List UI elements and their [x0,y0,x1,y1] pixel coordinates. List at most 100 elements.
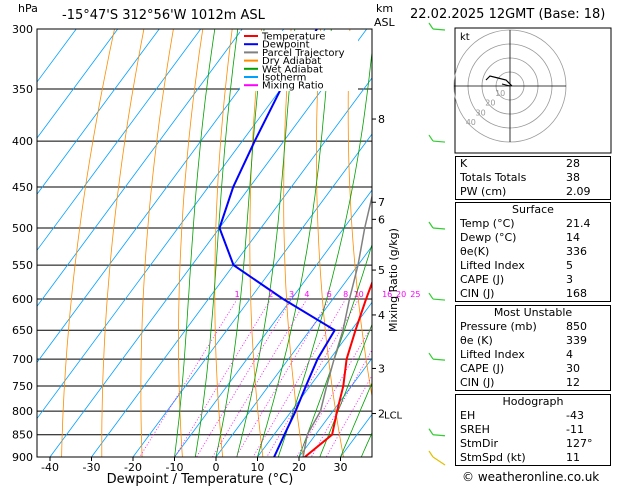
pw-row: PW (cm) 2.09 [460,185,591,198]
wind-barbs [428,22,446,466]
pressure-tick-label: 750 [12,380,33,393]
k-index-row: K 28 [460,157,580,170]
legend-label: Mixing Ratio [262,81,324,92]
most-unstable-title: Most Unstable [493,306,573,319]
mixing-ratio-line-4 [212,298,308,457]
indices-table: K 28 Totals Totals 38 PW (cm) 2.09 [455,156,611,200]
mixing-ratio-label: 16 [382,290,392,299]
legend-label: Temperature [261,32,325,43]
wet-adiabat-30 [340,381,372,457]
wind-barb-flag [428,134,434,142]
pressure-tick-label: 800 [12,405,33,418]
pressure-tick-label: 900 [12,451,33,464]
km-tick-label: 5 [378,264,385,277]
mixing-ratio-line-25 [325,374,372,457]
wet-adiabat-5 [236,29,296,457]
dry-adiabat-30 [283,29,304,457]
hodograph-ring-label: 40 [466,118,476,127]
isotherm--70 [37,29,243,307]
isotherm--40 [49,29,368,457]
location-title: -15°47'S 312°56'W 1012m ASL [62,8,265,23]
wind-barb-flag [428,292,434,300]
hodograph-ring-label: 20 [485,99,495,108]
pressure-tick-label: 450 [12,181,33,194]
pressure-tick-label: 350 [12,83,33,96]
mixing-ratio-label: 1 [235,290,240,299]
dry-adiabat-10 [214,29,233,457]
mu-cape-row: CAPE (J) 30 [460,362,580,375]
mixing-ratio-label: 2 [268,290,273,299]
mixing-ratio-label: 25 [410,290,420,299]
wind-barb-flag [428,352,434,360]
wind-barb-flag [428,221,434,229]
surface-temp-row: Temp (°C) 21.4 [460,217,591,230]
totals-totals-row: Totals Totals 38 [460,171,580,184]
mixing-ratio-line-3 [196,298,292,457]
mixing-ratio-label: 4 [304,290,309,299]
hodograph-unit-label: kt [460,32,470,43]
wet-adiabat-0 [215,29,265,457]
mixing-ratio-label: 20 [396,290,406,299]
km-tick-label: 8 [378,113,385,126]
legend-label: Dry Adiabat [262,56,321,67]
mixing-ratio-line-8 [252,298,347,457]
storm-motion-vector [501,83,511,87]
mixing-ratio-line-2 [174,298,272,457]
surface-cape-row: CAPE (J) 3 [460,273,573,286]
dry-adiabat-50 [347,29,372,399]
hodograph-ring-label: 10 [495,89,505,98]
temp-tick-label: 0 [213,461,220,474]
series-parcel-trajectory [302,193,372,457]
km-tick-label: 7 [378,196,385,209]
wind-barb [432,298,446,301]
isotherm--80 [37,29,202,251]
series-temperature [304,280,372,457]
pressure-tick-label: 600 [12,293,33,306]
stmdir-row: StmDir 127° [460,437,593,450]
km-label: km [376,2,394,15]
wet-adiabat--5 [194,29,239,457]
dry-adiabat--20 [101,29,145,457]
footer-copyright[interactable]: © weatheronline.co.uk [462,470,600,484]
hodograph-title: Hodograph [502,395,564,408]
mu-li-row: Lifted Index 4 [460,348,573,361]
hodograph-ring-label: 30 [476,108,486,117]
pressure-tick-label: 850 [12,429,33,442]
dry-adiabat-140 [615,29,629,457]
legend-label: Isotherm [262,73,306,84]
surface-li-row: Lifted Index 5 [460,259,573,272]
wind-barb [432,434,446,437]
series-dewpoint [218,29,337,457]
pressure-tick-label: 700 [12,353,33,366]
isotherm--60 [37,29,285,364]
mixing-ratio-label: 6 [327,290,332,299]
plot-frame [36,28,373,458]
pressure-tick-label: 650 [12,324,33,337]
temp-tick-label: -20 [124,461,142,474]
wet-adiabat-20 [298,243,372,457]
hodograph-table: Hodograph EH -43 SREH -11 StmDir 127° StmSp… [455,394,611,466]
legend-label: Wet Adiabat [262,64,323,75]
temp-tick-label: 10 [251,461,265,474]
mixing-ratio-line-10 [266,298,360,457]
dry-adiabat--30 [61,29,115,457]
temp-tick-label: 20 [292,461,306,474]
temp-tick-label: -40 [41,461,59,474]
mu-pressure-row: Pressure (mb) 850 [460,320,587,333]
mixing-ratio-line-1 [139,298,238,457]
pressure-tick-label: 500 [12,222,33,235]
dry-adiabat-60 [379,29,424,457]
temp-tick-label: 30 [334,461,348,474]
pressure-tick-label: 550 [12,259,33,272]
surface-table: Surface Temp (°C) 21.4 Dewp (°C) 14 θe(K) 3… [455,202,611,302]
x-axis-title: Dewpoint / Temperature (°C) [107,472,294,486]
hodograph-trace [485,75,513,87]
wind-barb [432,140,446,143]
isotherm--90 [37,29,160,195]
surface-cin-row: CIN (J) 168 [460,287,587,300]
hpa-label: hPa [18,2,38,15]
wind-barb-flag [428,450,434,458]
